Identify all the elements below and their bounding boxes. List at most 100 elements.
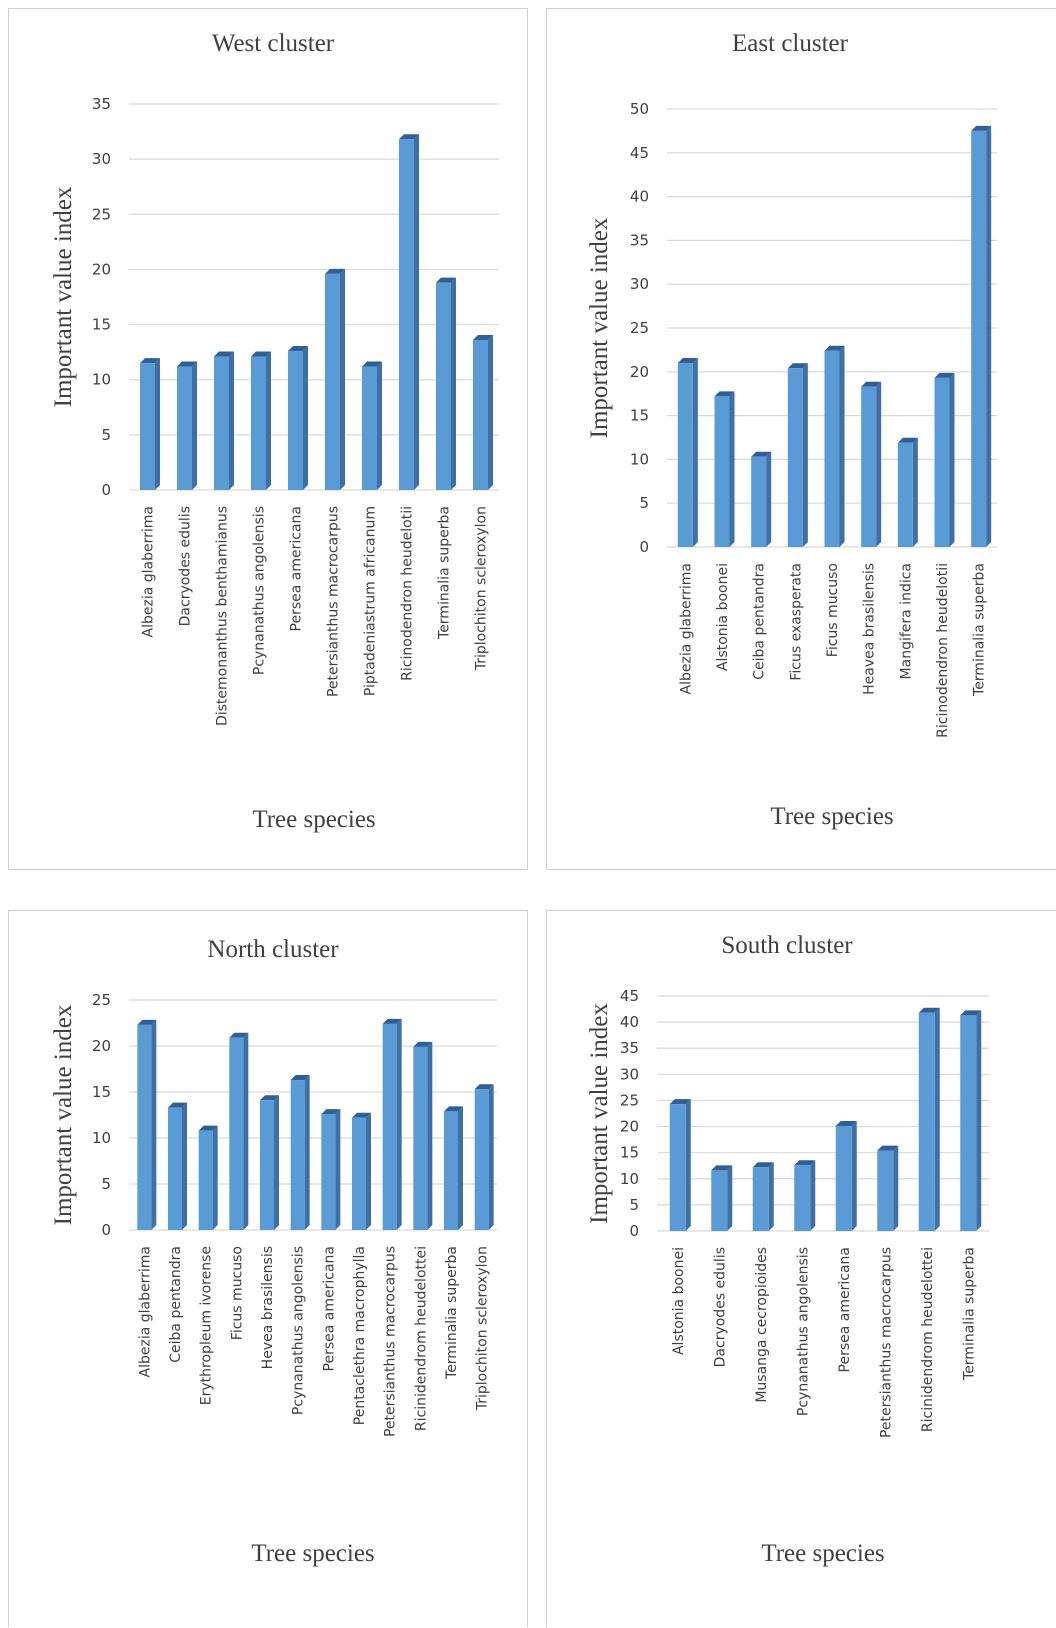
y-tick-label: 15 <box>92 1083 111 1101</box>
chart-title: West cluster <box>212 30 335 57</box>
x-tick-label: Persea americana <box>837 1247 853 1372</box>
x-tick-label: Dacryodes edulis <box>178 506 194 626</box>
bar-dacryodes-edulis <box>711 1165 733 1231</box>
y-tick-label: 35 <box>620 1039 639 1057</box>
bar-triplochiton-scleroxylon <box>474 1084 494 1230</box>
y-tick-label: 5 <box>629 1196 639 1214</box>
x-tick-label: Persea americana <box>321 1246 337 1371</box>
x-tick-label: Pcynanathus angolensis <box>795 1247 811 1416</box>
bar-pcynanathus-angolensis <box>290 1075 310 1230</box>
y-tick-label: 25 <box>92 991 111 1009</box>
bar-pcynanathus-angolensis <box>794 1160 816 1231</box>
y-tick-label: 5 <box>101 1175 111 1193</box>
x-axis-title: Tree species <box>770 803 893 830</box>
bar-ficus-exasperata <box>787 363 808 547</box>
bar-alstonia-boonei <box>669 1099 691 1231</box>
y-axis-title: Important value index <box>50 1004 77 1225</box>
bar-ricinidendrom-heudelottei <box>413 1041 433 1230</box>
x-tick-label: Terminalia superba <box>961 1247 977 1381</box>
x-tick-label: Pcynanathus angolensis <box>291 1246 307 1415</box>
y-tick-label: 10 <box>630 450 649 468</box>
bar-terminalia-superba <box>960 1010 982 1231</box>
x-tick-label: Albezia glaberrima <box>141 506 157 637</box>
y-tick-label: 15 <box>92 316 111 334</box>
y-tick-label: 5 <box>639 494 649 512</box>
x-tick-label: Petersianthus macrocarpus <box>878 1247 894 1438</box>
x-tick-label: Erythropleum ivorense <box>199 1246 215 1405</box>
x-tick-label: Distemonanthus benthamianus <box>215 506 231 726</box>
bar-distemonanthus-benthamianus <box>214 351 234 490</box>
y-tick-label: 10 <box>92 371 111 389</box>
bar-mangifera-indica <box>897 437 918 547</box>
y-tick-label: 25 <box>92 205 111 223</box>
chart-title: East cluster <box>732 30 849 57</box>
bar-hevea-brasilensis <box>260 1095 279 1230</box>
x-tick-label: Mangifera indica <box>898 563 914 679</box>
x-tick-label: Ficus mucuso <box>229 1246 245 1340</box>
y-tick-label: 20 <box>92 260 111 278</box>
bar-erythropleum-ivorense <box>198 1125 218 1230</box>
chart-title: South cluster <box>721 932 853 959</box>
y-axis-title: Important value index <box>586 217 613 438</box>
x-tick-label: Ricinidendrom heudelottei <box>920 1247 936 1432</box>
x-tick-label: Ricinodendron heudelotii <box>935 563 951 738</box>
y-axis-title: Important value index <box>586 1003 613 1224</box>
y-tick-label: 20 <box>92 1037 111 1055</box>
x-tick-label: Alstonia boonei <box>671 1247 687 1355</box>
y-tick-label: 40 <box>620 1013 639 1031</box>
bar-terminalia-superba <box>444 1106 463 1230</box>
bar-terminalia-superba <box>971 125 992 548</box>
y-axis-title: Important value index <box>50 186 77 407</box>
x-tick-label: Hevea brasilensis <box>260 1246 276 1369</box>
x-tick-label: Ricinodendron heudelotii <box>400 506 416 681</box>
x-tick-label: Petersianthus macrocarpus <box>326 506 342 697</box>
bar-dacryodes-edulis <box>177 361 197 490</box>
bar-ceiba-pentandra <box>168 1102 187 1230</box>
chart-title: North cluster <box>207 936 339 963</box>
x-tick-label: Ficus mucuso <box>825 563 841 657</box>
x-tick-label: Albezia glaberrima <box>137 1246 153 1377</box>
y-tick-label: 35 <box>630 231 649 249</box>
bar-petersianthus-macrocarpus <box>877 1145 899 1231</box>
bar-pcynanathus-angolensis <box>251 351 271 490</box>
x-tick-label: Ricinidendrom heudelottei <box>413 1246 429 1431</box>
bar-ceiba-pentandra <box>751 451 772 547</box>
x-tick-label: Piptadeniastrum africanum <box>363 506 379 696</box>
bar-petersianthus-macrocarpus <box>382 1018 402 1230</box>
chart-east-svg: East cluster 0 5 10 15 20 25 30 35 40 45 50 Importan… <box>586 30 997 830</box>
y-tick-label: 30 <box>630 275 649 293</box>
x-tick-label: Dacryodes edulis <box>712 1247 728 1367</box>
x-tick-label: Ceiba pentandra <box>752 563 768 680</box>
y-tick-label: 10 <box>620 1170 639 1188</box>
y-tick-label: 20 <box>620 1118 639 1136</box>
bar-ricinodendron-heudelotii <box>934 372 955 547</box>
x-tick-label: Petersianthus macrocarpus <box>383 1246 399 1437</box>
y-tick-label: 35 <box>92 95 111 113</box>
chart-panel-south: South cluster 0 5 10 15 20 25 30 35 40 45 Important… <box>546 910 1056 1627</box>
chart-panel-east: East cluster 0 5 10 15 20 25 30 35 40 45 50 Importan… <box>546 8 1056 870</box>
bar-heavea-brasilensis <box>861 381 882 547</box>
bar-alstonia-boonei <box>714 391 735 547</box>
y-tick-label: 45 <box>630 144 649 162</box>
bar-ficus-mucuso <box>229 1032 249 1230</box>
bar-ricinodendron-heudelotii <box>399 134 419 490</box>
x-axis-title: Tree species <box>252 806 375 833</box>
y-tick-label: 30 <box>620 1065 639 1083</box>
y-tick-label: 15 <box>620 1144 639 1162</box>
bar-ficus-mucuso <box>824 345 845 547</box>
bar-musanga-cecropioides <box>752 1162 774 1231</box>
y-tick-label: 20 <box>630 363 649 381</box>
bar-terminalia-superba <box>436 277 456 490</box>
y-tick-label: 45 <box>620 987 639 1005</box>
bar-persea-americana <box>835 1121 857 1231</box>
bar-albezia-glaberrima <box>137 1019 157 1230</box>
x-tick-label: Persea americana <box>289 506 305 631</box>
bar-persea-americana <box>288 346 308 490</box>
x-tick-label: Ficus exasperata <box>788 563 804 681</box>
bar-pentaclethra-macrophylla <box>352 1112 371 1230</box>
bar-albezia-glaberrima <box>677 358 698 547</box>
y-tick-label: 50 <box>630 100 649 118</box>
x-tick-label: Heavea brasilensis <box>862 563 878 695</box>
bar-ricinidendrom-heudelottei <box>918 1007 940 1231</box>
y-tick-label: 10 <box>92 1129 111 1147</box>
